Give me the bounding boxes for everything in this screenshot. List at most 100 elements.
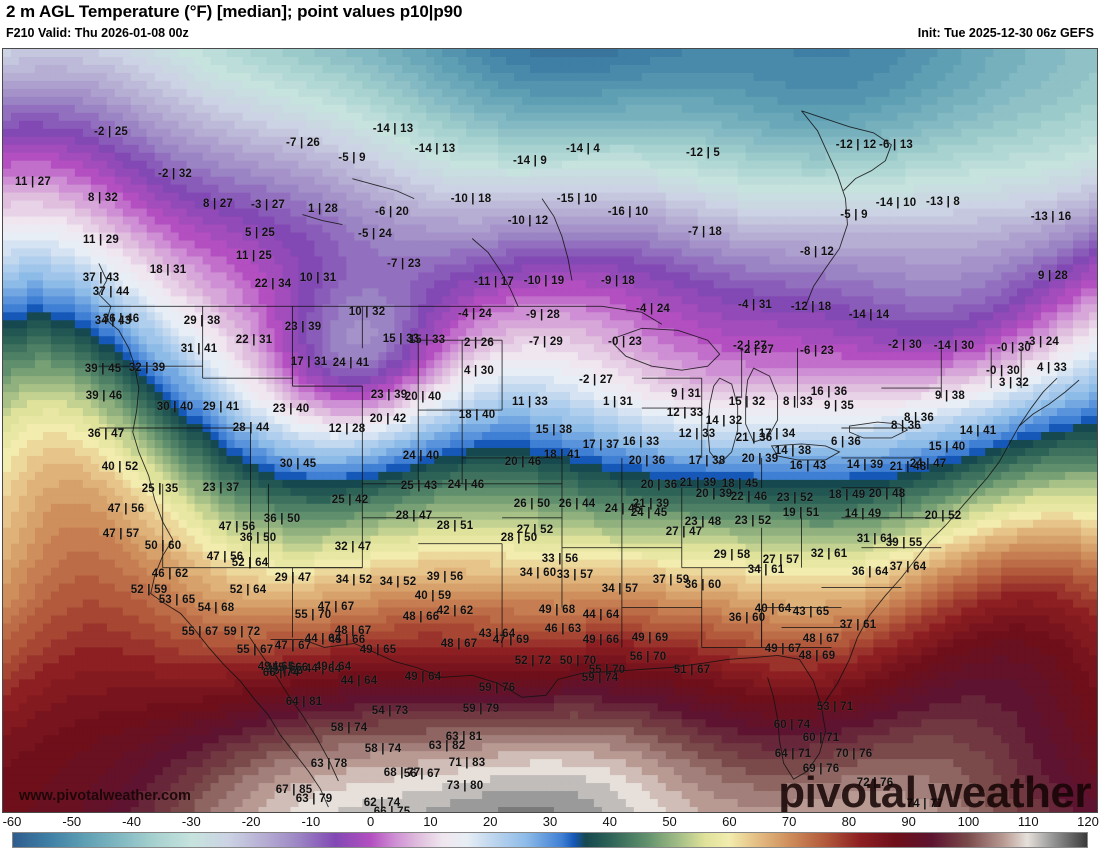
point-value-label: 34 | 60 xyxy=(519,567,557,579)
point-value-label: -5 | 24 xyxy=(357,228,393,240)
point-value-label: 17 | 31 xyxy=(290,356,328,368)
point-value-label: -6 | 13 xyxy=(878,139,914,151)
point-value-label: 45 | 66 xyxy=(271,662,309,674)
point-value-label: 37 | 61 xyxy=(839,619,877,631)
point-value-label: 36 | 46 xyxy=(102,313,140,325)
point-value-label: -14 | 9 xyxy=(512,155,548,167)
point-value-label: 53 | 65 xyxy=(158,594,196,606)
point-value-label: 62 | 74 xyxy=(363,797,401,809)
point-value-label: 44 | 64 xyxy=(340,675,378,687)
point-value-label: 8 | 36 xyxy=(891,420,921,432)
point-value-label: 37 | 44 xyxy=(92,286,130,298)
point-value-label: 50 | 70 xyxy=(559,655,597,667)
point-value-label: 11 | 27 xyxy=(15,176,51,188)
point-value-label: 49 | 67 xyxy=(764,643,802,655)
point-value-label: 18 | 45 xyxy=(721,478,759,490)
point-value-label: 20 | 42 xyxy=(369,413,407,425)
colorbar-tick: 70 xyxy=(781,814,797,829)
point-value-label: 12 | 33 xyxy=(666,407,704,419)
point-value-label: 72 | 76 xyxy=(856,777,894,789)
point-value-label: 29 | 41 xyxy=(202,401,240,413)
point-value-label: -9 | 28 xyxy=(525,309,561,321)
point-value-label: 37 | 59 xyxy=(652,574,690,586)
point-value-label: 55 | 67 xyxy=(181,626,219,638)
point-value-label: -2 | 25 xyxy=(93,126,129,138)
point-value-label: -6 | 20 xyxy=(374,206,410,218)
point-value-label: -7 | 18 xyxy=(687,226,723,238)
point-value-label: 33 | 56 xyxy=(541,553,579,565)
point-value-label: 32 | 47 xyxy=(334,541,372,553)
point-value-label: 64 | 71 xyxy=(774,748,812,760)
point-value-label: 11 | 25 xyxy=(236,250,272,262)
point-value-label: 68 | 77 xyxy=(383,767,421,779)
point-value-label: 23 | 48 xyxy=(684,516,722,528)
point-value-label: -3 | 27 xyxy=(250,199,286,211)
point-value-label: 47 | 56 xyxy=(206,551,244,563)
point-value-label: 14 | 41 xyxy=(959,425,997,437)
point-value-label: -10 | 19 xyxy=(523,275,565,287)
point-value-label: 21 | 39 xyxy=(679,477,717,489)
point-value-label: 55 | 70 xyxy=(588,664,626,676)
point-value-label: 46 | 63 xyxy=(544,623,582,635)
point-value-label: 34 | 57 xyxy=(601,583,639,595)
point-value-label: 58 | 74 xyxy=(364,743,402,755)
colorbar-tick: -20 xyxy=(241,814,261,829)
point-value-label: 29 | 58 xyxy=(713,549,751,561)
header: 2 m AGL Temperature (°F) [median]; point… xyxy=(0,0,1100,48)
point-value-label: 4 | 30 xyxy=(464,365,494,377)
point-value-label: 20 | 36 xyxy=(628,455,666,467)
point-value-label: 20 | 36 xyxy=(640,479,678,491)
point-value-label: 49 | 64 xyxy=(314,661,352,673)
point-value-label: 47 | 67 xyxy=(317,601,355,613)
point-value-label: 26 | 50 xyxy=(513,498,551,510)
point-value-label: -11 | 17 xyxy=(474,276,514,288)
point-value-label: 23 | 40 xyxy=(272,403,310,415)
point-value-label: 36 | 50 xyxy=(263,513,301,525)
point-value-label: 59 | 76 xyxy=(478,682,516,694)
point-value-label: 24 | 46 xyxy=(447,479,485,491)
point-value-label: 28 | 51 xyxy=(436,520,474,532)
point-value-label: -12 | 18 xyxy=(790,301,832,313)
point-value-label: 60 | 74 xyxy=(773,719,811,731)
point-value-label: 3 | 32 xyxy=(999,377,1029,389)
point-value-label: -12 | 12 xyxy=(835,139,877,151)
point-value-label: 66 | 75 xyxy=(373,806,411,813)
page-title: 2 m AGL Temperature (°F) [median]; point… xyxy=(6,2,463,21)
point-value-label: 27 | 47 xyxy=(665,526,703,538)
point-value-label: 28 | 47 xyxy=(395,510,433,522)
point-value-label: 59 | 79 xyxy=(462,703,500,715)
point-value-label: 29 | 38 xyxy=(183,315,221,327)
map-canvas[interactable]: 11 | 27 8 | 32 11 | 29 -2 | 25 -2 | 32 8 | 27… xyxy=(2,48,1098,813)
point-value-label: 24 | 41 xyxy=(332,357,370,369)
point-value-label: -3 | 24 xyxy=(1024,336,1060,348)
point-value-label: 16 | 33 xyxy=(622,436,660,448)
point-value-label: 63 | 78 xyxy=(310,758,348,770)
point-value-label: 29 | 47 xyxy=(274,572,312,584)
point-value-label: 55 | 67 xyxy=(236,644,274,656)
point-value-label: 9 | 28 xyxy=(1038,270,1068,282)
point-value-label: 48 | 66 xyxy=(402,611,440,623)
point-value-label: -0 | 23 xyxy=(607,336,643,348)
point-value-label: 28 | 50 xyxy=(500,532,538,544)
point-value-label: 49 | 69 xyxy=(631,632,669,644)
colorbar-tick: 100 xyxy=(957,814,980,829)
init-model-label: Init: Tue 2025-12-30 06z GEFS xyxy=(917,26,1094,40)
map-raster xyxy=(3,49,1097,812)
point-value-label: 21 | 39 xyxy=(632,498,670,510)
point-value-label: -14 | 13 xyxy=(372,123,414,135)
point-value-label: -14 | 10 xyxy=(875,197,917,209)
point-value-label: 20 | 52 xyxy=(924,510,962,522)
point-value-label: 18 | 31 xyxy=(149,264,187,276)
point-value-label: 25 | 43 xyxy=(400,480,438,492)
point-value-label: 8 | 36 xyxy=(904,412,934,424)
point-value-label: 50 | 60 xyxy=(144,540,182,552)
point-value-label: 26 | 44 xyxy=(558,498,596,510)
point-value-label: 9 | 35 xyxy=(824,400,854,412)
point-value-label: 37 | 64 xyxy=(889,561,927,573)
point-value-label: 20 | 40 xyxy=(404,391,442,403)
point-value-label: 2 | 26 xyxy=(464,337,494,349)
point-value-label: 59 | 72 xyxy=(223,626,261,638)
point-value-label: 44 | 64 xyxy=(582,609,620,621)
point-value-label: 64 | 81 xyxy=(285,696,323,708)
